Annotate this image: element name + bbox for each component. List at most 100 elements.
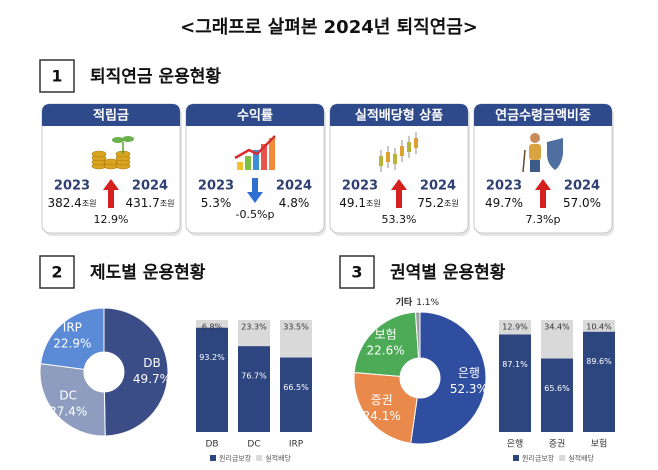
icon-legs [530,160,540,172]
icon-bar [269,138,275,170]
x-tick-label: DC [247,440,260,450]
section-number: 1 [51,67,62,86]
section-title: 권역별 운용현황 [390,263,506,283]
icon-bar [237,162,243,170]
card-change: -0.5%p [236,208,275,221]
bar-segment [238,346,270,432]
x-tick-label: 보험 [591,439,608,450]
arrow-head [103,179,119,190]
icon-bar [253,150,259,170]
year-label: 2023 [198,179,234,194]
bar-segment [541,320,573,359]
value-number: 431.7 [125,196,159,210]
legend-label: 원리금보장 [219,454,252,463]
icon-bar [261,144,267,170]
icon-head [530,133,540,143]
bar-label: 65.6% [544,384,570,393]
value-number: 5.3% [201,196,232,210]
bar-label: 89.6% [586,357,612,366]
slice-value: 24.1% [363,409,401,423]
card-header [330,104,468,126]
card-title: 실적배당형 상품 [355,108,443,124]
card-value: 49.7% [485,196,523,210]
slice-value: 22.9% [53,336,91,350]
arrow-head [391,179,407,190]
card-value: 75.2조원 [417,196,458,210]
value-unit: 조원 [366,199,381,208]
icon-candle [393,154,397,164]
icon-leaf [122,136,134,142]
arrow-shaft [252,178,258,192]
card-title: 연금수령금액비중 [495,109,591,124]
legend-label: 원리금보장 [522,454,555,463]
card-header [42,104,180,126]
section-title: 제도별 운용현황 [90,263,206,283]
section-number: 3 [351,263,362,282]
bar-segment [280,320,312,358]
icon-candle [400,146,404,156]
card-change: 53.3% [382,213,417,226]
bar-label: 10.4% [586,323,612,332]
icon-leaf [112,137,124,143]
slice-value: 1.1% [416,298,439,308]
value-number: 49.1 [339,196,366,210]
section-title: 퇴직연금 운용현황 [90,67,221,87]
value-number: 49.7% [485,196,523,210]
donut-slice [353,371,418,444]
card-title: 수익률 [237,108,273,124]
section-number-box [39,59,75,93]
year-label: 2023 [342,179,378,194]
legend-swatch [256,455,263,461]
arrow-shaft [540,190,546,208]
bar-segment [583,320,615,332]
slice-name: IRP [63,320,82,334]
donut-slice [39,307,105,370]
year-label: 2024 [420,179,456,194]
bar-label: 34.4% [544,323,570,332]
card-value: 431.7조원 [125,196,174,210]
x-tick-label: DB [205,440,218,450]
donut-slice [39,363,106,437]
bar-label: 66.5% [283,383,309,392]
bar-label: 6.8% [202,323,223,332]
card-value: 4.8% [279,196,310,210]
bar-segment [196,320,228,328]
legend-label: 실적배당 [265,454,291,463]
value-number: 57.0% [563,196,601,210]
value-number: 4.8% [279,196,310,210]
bar-label: 76.7% [241,372,267,381]
bar-segment [499,320,531,335]
slice-value: 22.6% [367,344,405,358]
value-unit: 조원 [444,199,459,208]
donut-slice [353,311,420,377]
bar-segment [583,331,615,432]
icon-coin [91,150,107,158]
card-change: 7.3%p [526,213,561,226]
bar-label: 87.1% [502,360,528,369]
bar-segment [499,334,531,432]
slice-value: 27.4% [49,404,87,418]
card-header [474,104,612,126]
icon-candle [379,156,383,166]
card-change: 12.9% [94,213,129,226]
legend-swatch [559,455,566,461]
bar-segment [196,327,228,432]
bar-label: 23.3% [241,323,267,332]
bar-segment [541,358,573,432]
slice-label: 기타 1.1% [396,296,440,308]
year-label: 2024 [132,179,168,194]
arrow-shaft [108,190,114,208]
icon-arrow [234,135,276,160]
icon-candle [386,152,390,162]
section-number-box [39,255,75,289]
section-number-box [339,255,375,289]
bar-segment [280,357,312,432]
slice-value: 49.7% [133,372,171,386]
slice-name: 은행 [458,365,480,380]
donut-slice [410,311,487,445]
icon-candle [414,138,418,148]
legend-label: 실적배당 [568,454,594,463]
slice-name: 증권 [371,393,393,407]
card-value: 57.0% [563,196,601,210]
